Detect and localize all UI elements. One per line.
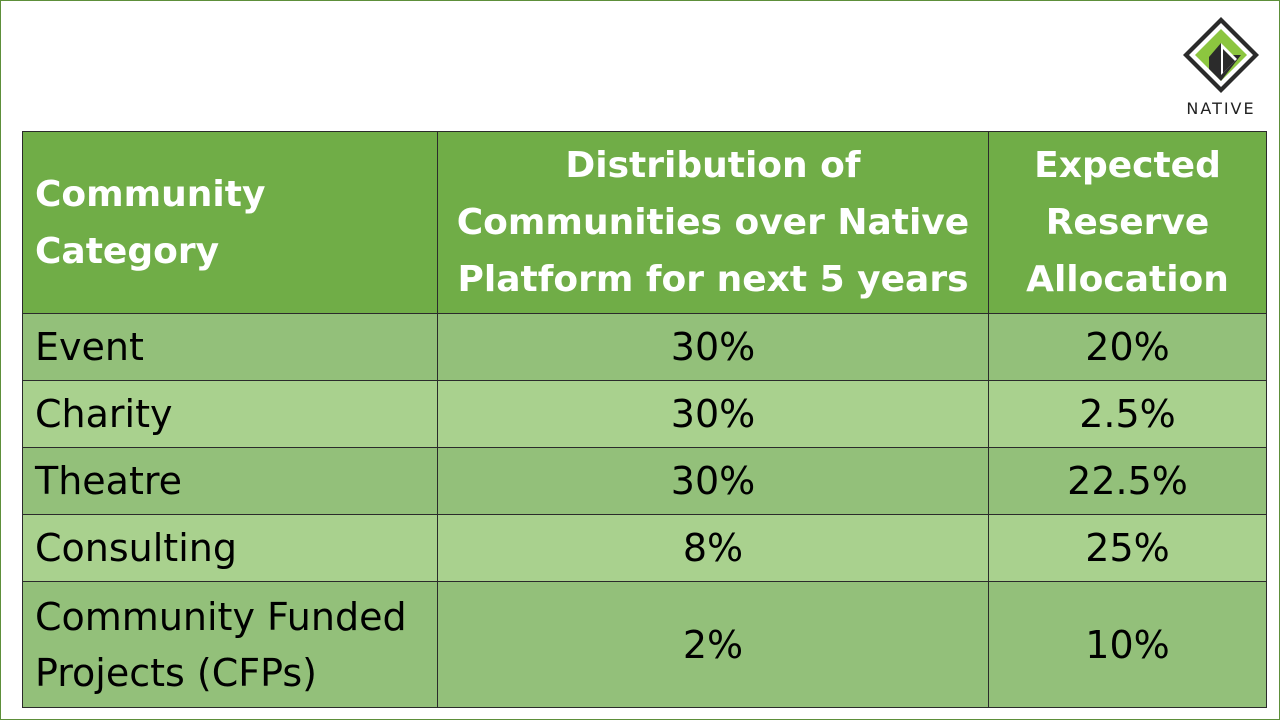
allocation-cell: 10%	[988, 581, 1267, 708]
category-cell: Theatre	[22, 447, 438, 515]
column-header-distribution: Distribution of Communities over Native …	[437, 131, 989, 314]
allocation-cell: 20%	[988, 313, 1267, 381]
allocation-cell: 22.5%	[988, 447, 1267, 515]
table-row: Event 30% 20%	[22, 313, 1267, 381]
column-header-allocation: Expected Reserve Allocation	[988, 131, 1267, 314]
category-cell: Event	[22, 313, 438, 381]
table-row: Community Funded Projects (CFPs) 2% 10%	[22, 581, 1267, 708]
distribution-cell: 30%	[437, 313, 989, 381]
reserve-allocation-table: Community Category Distribution of Commu…	[22, 131, 1267, 708]
distribution-cell: 2%	[437, 581, 989, 708]
table-row: Consulting 8% 25%	[22, 514, 1267, 582]
category-cell: Consulting	[22, 514, 438, 582]
table-row: Theatre 30% 22.5%	[22, 447, 1267, 515]
native-logo: NATIVE	[1173, 13, 1269, 123]
distribution-cell: 8%	[437, 514, 989, 582]
distribution-cell: 30%	[437, 447, 989, 515]
table-row: Charity 30% 2.5%	[22, 380, 1267, 448]
column-header-category: Community Category	[22, 131, 438, 314]
category-cell: Community Funded Projects (CFPs)	[22, 581, 438, 708]
allocation-cell: 2.5%	[988, 380, 1267, 448]
category-cell: Charity	[22, 380, 438, 448]
distribution-cell: 30%	[437, 380, 989, 448]
allocation-cell: 25%	[988, 514, 1267, 582]
logo-text: NATIVE	[1186, 99, 1256, 118]
table-header-row: Community Category Distribution of Commu…	[22, 131, 1267, 314]
native-logo-icon	[1183, 17, 1259, 93]
